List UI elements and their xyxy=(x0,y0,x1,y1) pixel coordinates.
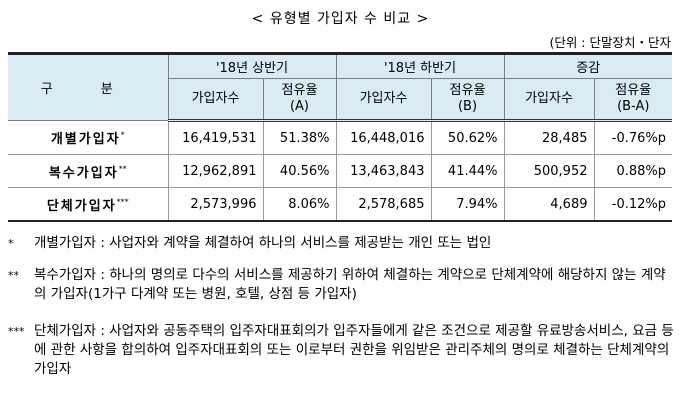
diff-count-cell: 500,952 xyxy=(503,154,594,188)
row-label: 개별가입자* xyxy=(8,120,168,155)
table-row: 복수가입자** 12,962,891 40.56% 13,463,843 41.… xyxy=(8,154,672,188)
footnote-mark: * xyxy=(8,237,14,250)
table-row: 개별가입자* 16,419,531 51.38% 16,448,016 50.6… xyxy=(8,120,672,155)
h1-count-cell: 2,573,996 xyxy=(167,187,263,222)
diff-share-cell: -0.76%p xyxy=(593,120,672,155)
footnote-group: *** 단체가입자 : 사업자와 공동주택의 입주자대표회의가 입주자들에게 같은… xyxy=(8,322,676,379)
h2-share-cell: 50.62% xyxy=(430,120,504,155)
footnote-text: 단체가입자 : 사업자와 공동주택의 입주자대표회의가 입주자들에게 같은 조건… xyxy=(34,323,674,377)
h2-count-cell: 16,448,016 xyxy=(335,120,431,155)
header-h1-count: 가입자수 xyxy=(167,78,264,122)
header-h2-share: 점유율 (B) xyxy=(430,78,505,122)
footnote-text: 복수가입자 : 하나의 명의로 다수의 서비스를 제공하기 위하여 체결하는 계… xyxy=(34,267,666,302)
diff-share-cell: -0.12%p xyxy=(593,187,672,222)
h1-share-cell: 51.38% xyxy=(262,120,336,155)
h1-count-cell: 12,962,891 xyxy=(167,154,263,188)
h2-count-cell: 13,463,843 xyxy=(335,154,431,188)
table-row: 단체가입자*** 2,573,996 8.06% 2,578,685 7.94%… xyxy=(8,187,672,222)
footnote-individual: * 개별가입자 : 사업자와 계약을 체결하여 하나의 서비스를 제공받는 개인 … xyxy=(8,234,676,253)
header-group-h1: '18년 상반기 xyxy=(167,52,337,79)
table-title: < 유형별 가입자 수 비교 > xyxy=(251,11,430,27)
h2-count-cell: 2,578,685 xyxy=(335,187,431,222)
h1-count-cell: 16,419,531 xyxy=(167,120,263,155)
row-label: 단체가입자*** xyxy=(8,187,168,222)
h1-share-cell: 8.06% xyxy=(262,187,336,222)
header-h2-count: 가입자수 xyxy=(335,78,432,122)
h1-share-cell: 40.56% xyxy=(262,154,336,188)
header-diff-count: 가입자수 xyxy=(503,78,595,122)
subscriber-comparison-table: 구 분 '18년 상반기 '18년 하반기 증감 가입자수 점유율 (A) 가입… xyxy=(8,52,672,222)
h2-share-cell: 7.94% xyxy=(430,187,504,222)
diff-count-cell: 28,485 xyxy=(503,120,594,155)
header-group-diff: 증감 xyxy=(503,52,672,79)
header-group-h2: '18년 하반기 xyxy=(335,52,505,79)
footnote-multiple: ** 복수가입자 : 하나의 명의로 다수의 서비스를 제공하기 위하여 체결하는… xyxy=(8,266,676,304)
footnote-mark: ** xyxy=(8,269,19,282)
footnote-mark: *** xyxy=(8,325,25,338)
row-label: 복수가입자** xyxy=(8,154,168,188)
unit-label: (단위 : 단말장치・단자 xyxy=(549,35,671,50)
footnote-text: 개별가입자 : 사업자와 계약을 체결하여 하나의 서비스를 제공받는 개인 또… xyxy=(34,235,492,251)
diff-count-cell: 4,689 xyxy=(503,187,594,222)
header-category: 구 분 xyxy=(8,52,169,121)
header-h1-share: 점유율 (A) xyxy=(262,78,337,122)
diff-share-cell: 0.88%p xyxy=(593,154,672,188)
header-diff-share: 점유율 (B-A) xyxy=(593,78,672,122)
h2-share-cell: 41.44% xyxy=(430,154,504,188)
